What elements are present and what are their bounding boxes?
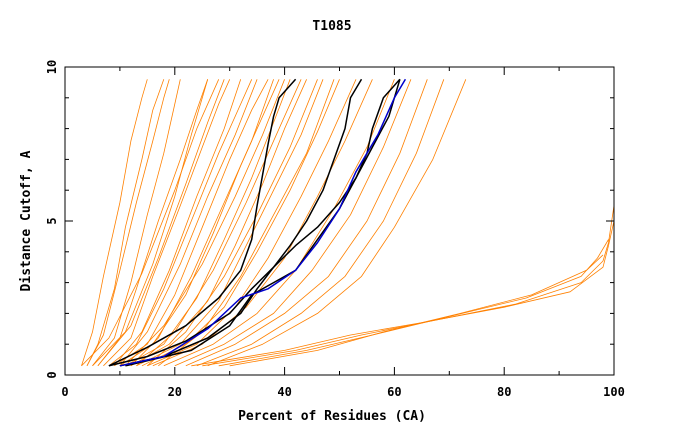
x-axis-label: Percent of Residues (CA) [238, 409, 426, 424]
series-line-39 [119, 78, 407, 367]
series-line-18 [196, 79, 445, 367]
series-line-7 [114, 79, 269, 367]
series-line-4 [97, 79, 209, 367]
plot-frame [64, 66, 615, 376]
series-line-5 [103, 79, 231, 367]
x-tick-label: 100 [603, 385, 625, 399]
series-line-1 [81, 79, 220, 367]
series-line-21 [97, 79, 225, 367]
series-line-23 [119, 79, 258, 367]
series-line-26 [136, 79, 302, 367]
series-line-35 [108, 78, 297, 367]
series-line-30 [81, 79, 148, 366]
series-line-3 [86, 79, 170, 366]
series-line-22 [114, 79, 242, 367]
x-tick-label: 20 [168, 385, 182, 399]
y-tick-label: 10 [45, 60, 59, 74]
series-line-15 [163, 79, 395, 367]
series-line-27 [147, 79, 318, 367]
x-tick-label: 60 [387, 385, 401, 399]
series-line-19 [207, 79, 467, 367]
series-line-11 [136, 79, 324, 367]
y-tick-label: 0 [45, 371, 59, 378]
series-line-36 [108, 78, 401, 367]
series-layer [81, 78, 615, 367]
series-line-6 [108, 79, 253, 367]
y-axis-label: Distance Cutoff, A [19, 150, 34, 291]
series-line-2 [92, 79, 181, 367]
series-line-16 [174, 79, 412, 367]
x-tick-label: 0 [61, 385, 68, 399]
y-tick-label: 5 [45, 217, 59, 224]
x-tick-label: 80 [497, 385, 511, 399]
tick-layer: 0 20 40 60 80 100 0 5 10 [45, 60, 625, 399]
series-line-13 [147, 79, 357, 367]
series-line-29 [86, 79, 165, 366]
series-line-25 [125, 79, 285, 367]
series-line-38 [125, 79, 401, 367]
series-line-33 [218, 239, 609, 367]
series-line-37 [119, 78, 363, 367]
series-line-17 [185, 79, 428, 367]
series-line-10 [130, 79, 307, 367]
series-line-14 [152, 79, 373, 367]
series-line-24 [130, 79, 274, 367]
series-line-32 [202, 205, 615, 367]
chart-title: T1085 [312, 19, 351, 34]
series-line-9 [125, 79, 291, 367]
x-tick-label: 40 [277, 385, 291, 399]
series-line-34 [229, 254, 604, 367]
